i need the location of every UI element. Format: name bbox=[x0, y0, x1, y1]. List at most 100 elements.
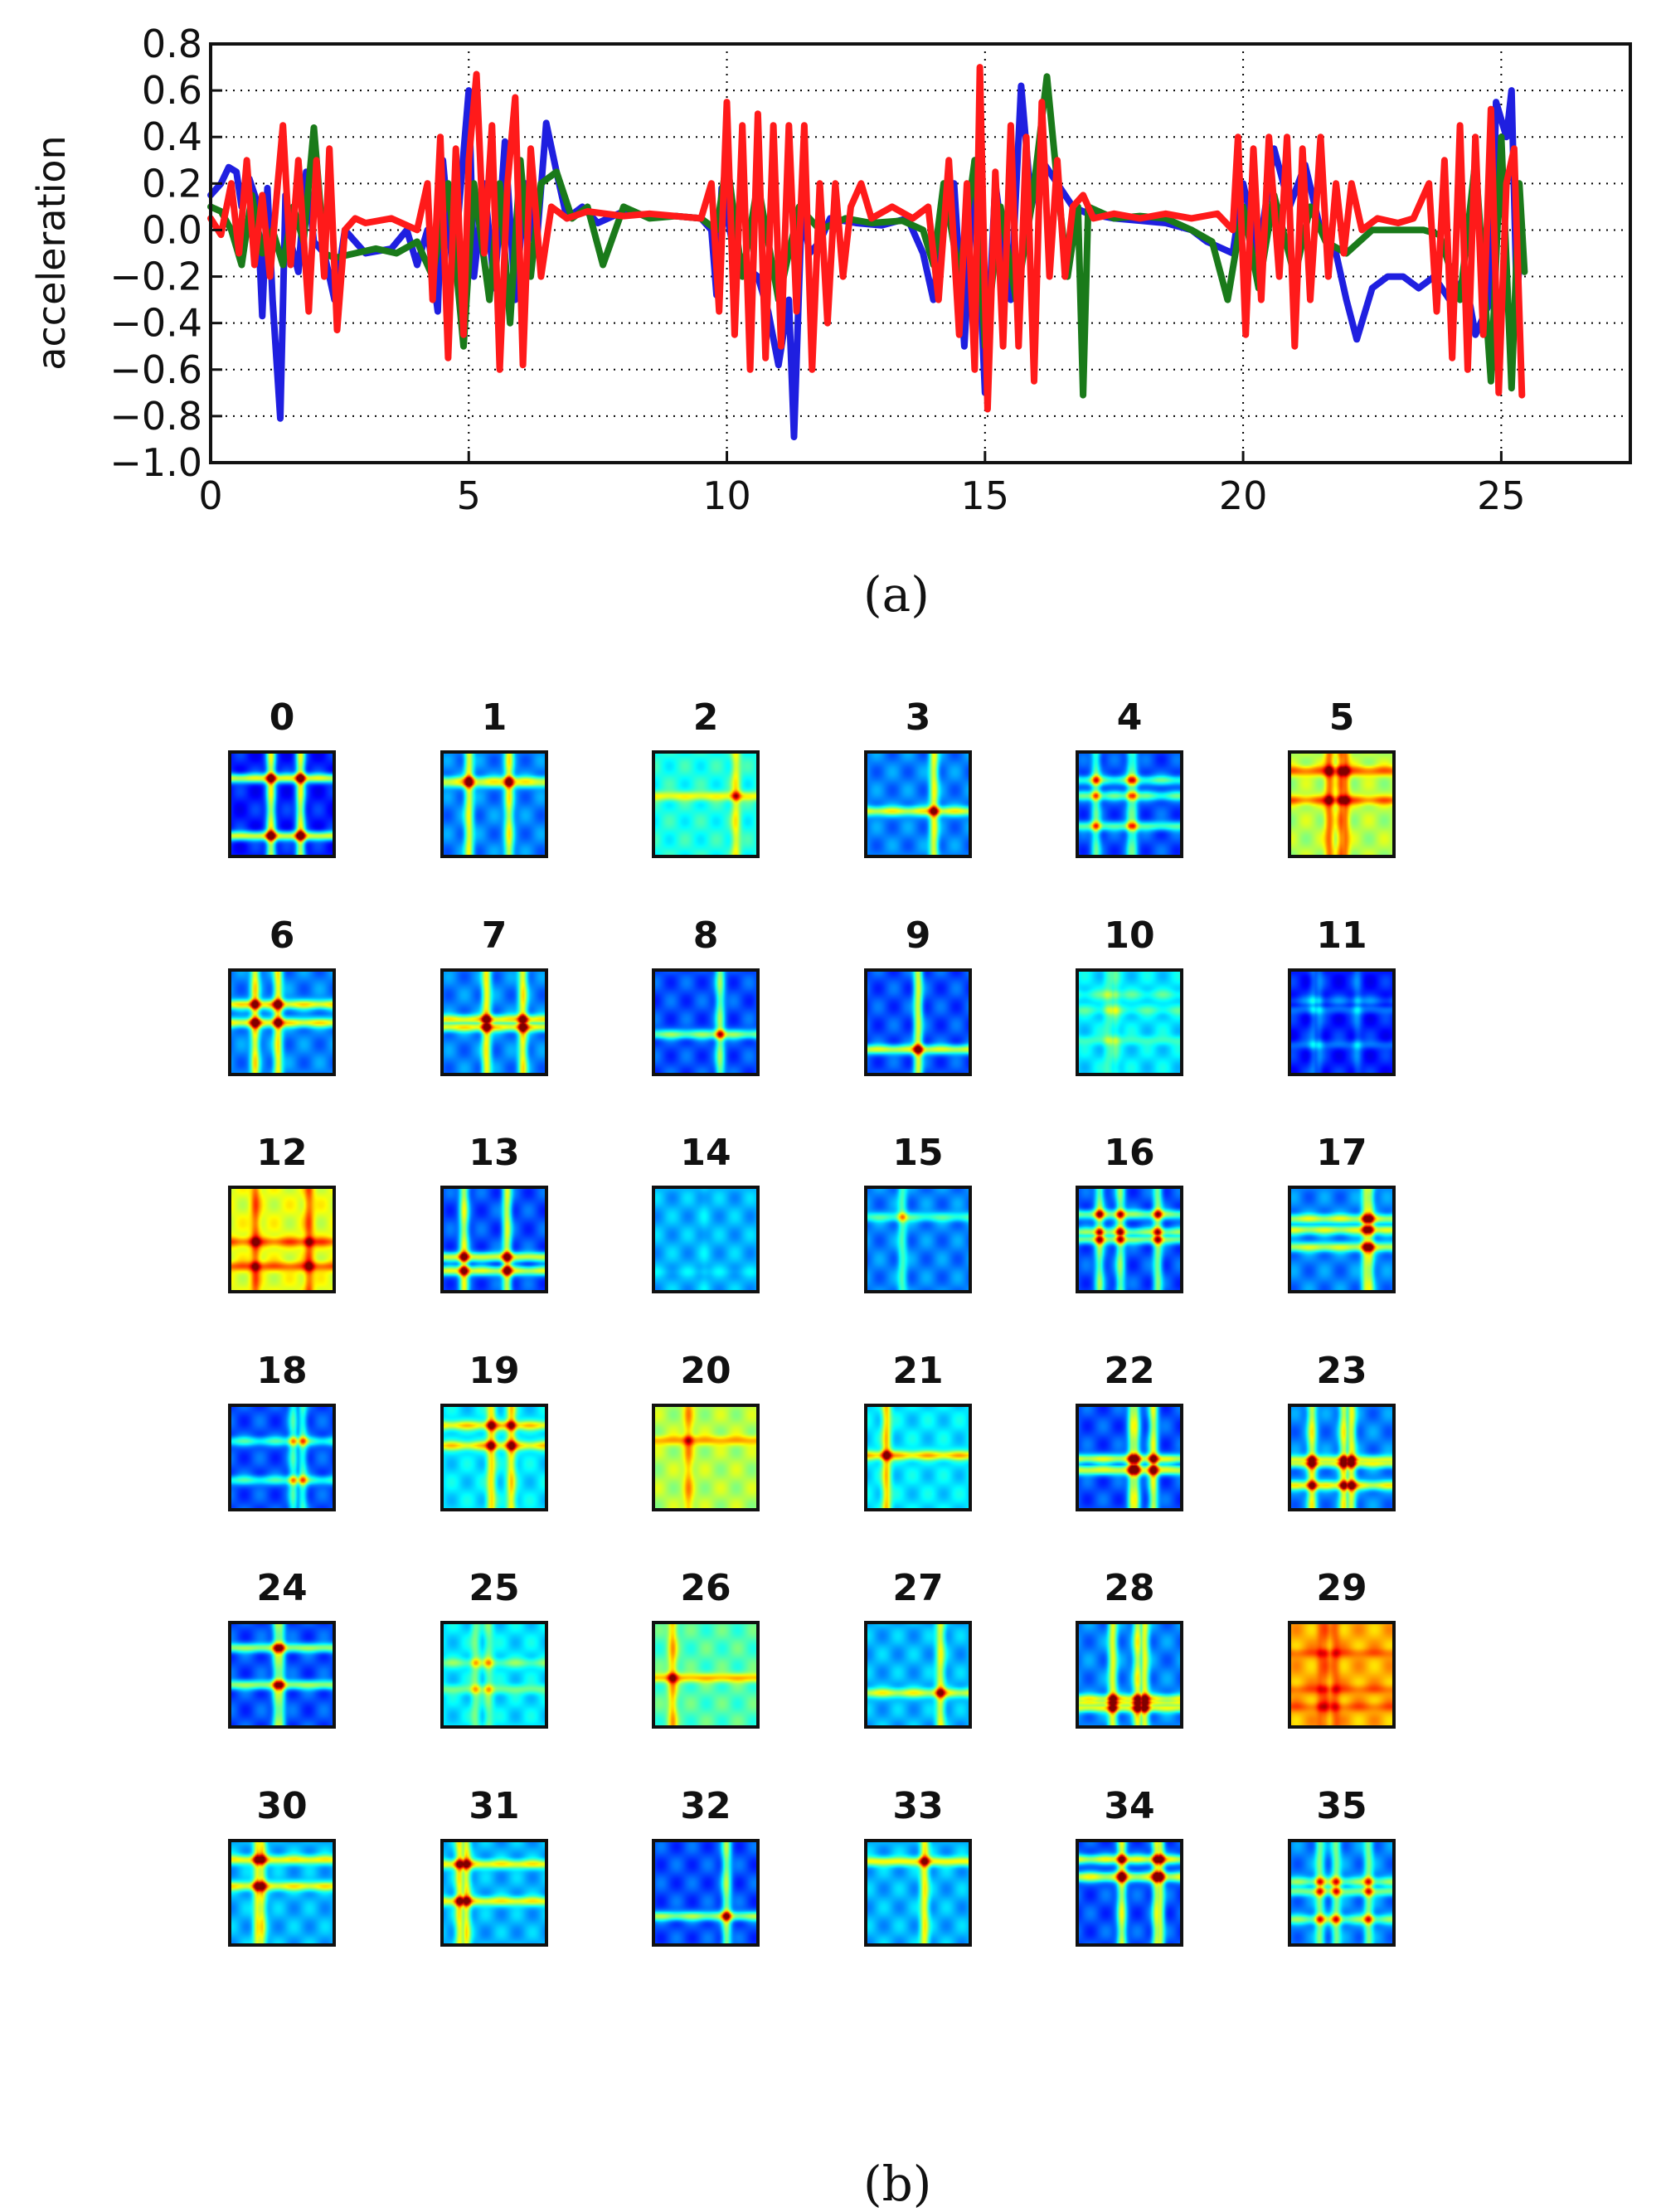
heatmap-image bbox=[440, 750, 548, 858]
heatmap-image bbox=[652, 1404, 760, 1511]
y-tick-label: 0.4 bbox=[142, 114, 202, 159]
heatmap-image bbox=[864, 1404, 972, 1511]
heatmap-cell: 10 bbox=[1034, 914, 1225, 1080]
heatmap-cell: 27 bbox=[823, 1567, 1013, 1733]
heatmap-cell: 17 bbox=[1246, 1132, 1437, 1298]
chart-frame bbox=[209, 42, 1632, 464]
heatmap-image bbox=[1076, 1186, 1183, 1293]
heatmap-image bbox=[440, 1621, 548, 1729]
heatmap-cell-label: 14 bbox=[680, 1132, 731, 1174]
panel-a-caption: (a) bbox=[863, 566, 930, 623]
heatmap-cell: 33 bbox=[823, 1785, 1013, 1951]
heatmap-cell: 26 bbox=[610, 1567, 801, 1733]
y-tick-label: −0.2 bbox=[109, 255, 202, 299]
heatmap-cell-label: 32 bbox=[680, 1785, 731, 1827]
x-tick-label: 10 bbox=[702, 473, 751, 518]
heatmap-cell: 21 bbox=[823, 1350, 1013, 1516]
y-tick-label: −0.8 bbox=[109, 394, 202, 439]
heatmap-cell: 13 bbox=[399, 1132, 590, 1298]
heatmap-cell-label: 18 bbox=[256, 1350, 308, 1392]
y-axis: −1.0−0.8−0.6−0.4−0.20.00.20.40.60.8 bbox=[109, 22, 222, 485]
heatmap-cell: 28 bbox=[1034, 1567, 1225, 1733]
heatmap-cell-label: 4 bbox=[1116, 696, 1143, 739]
x-axis: 0 5 10 15 20 25 bbox=[198, 451, 1526, 518]
heatmap-cell-label: 5 bbox=[1328, 696, 1355, 739]
heatmap-cell-label: 11 bbox=[1316, 914, 1367, 957]
heatmap-cell: 14 bbox=[610, 1132, 801, 1298]
y-tick-label: 0.2 bbox=[142, 161, 202, 206]
heatmap-image bbox=[652, 1839, 760, 1947]
heatmap-cell: 20 bbox=[610, 1350, 801, 1516]
heatmap-cell-label: 1 bbox=[481, 696, 508, 739]
heatmap-image bbox=[1288, 750, 1396, 858]
heatmap-cell-label: 3 bbox=[905, 696, 931, 739]
heatmap-cell-label: 6 bbox=[269, 914, 295, 957]
heatmap-cell: 31 bbox=[399, 1785, 590, 1951]
heatmap-cell-label: 26 bbox=[680, 1567, 731, 1609]
y-tick-label: 0.8 bbox=[142, 22, 202, 66]
heatmap-cell-label: 34 bbox=[1104, 1785, 1155, 1827]
heatmap-cell-label: 23 bbox=[1316, 1350, 1367, 1392]
heatmap-cell: 4 bbox=[1034, 696, 1225, 862]
heatmap-image bbox=[864, 1839, 972, 1947]
heatmap-image bbox=[228, 1839, 336, 1947]
heatmap-cell: 15 bbox=[823, 1132, 1013, 1298]
y-tick-label: −0.6 bbox=[109, 347, 202, 392]
heatmap-cell: 0 bbox=[187, 696, 377, 862]
x-tick-label: 20 bbox=[1219, 473, 1268, 518]
heatmap-image bbox=[864, 968, 972, 1076]
heatmap-image bbox=[228, 1404, 336, 1511]
heatmap-image bbox=[1076, 1839, 1183, 1947]
heatmap-image bbox=[1288, 1621, 1396, 1729]
heatmap-image bbox=[652, 1186, 760, 1293]
heatmap-cell-label: 8 bbox=[692, 914, 719, 957]
heatmap-image bbox=[1288, 1839, 1396, 1947]
heatmap-image bbox=[1076, 1404, 1183, 1511]
heatmap-cell: 1 bbox=[399, 696, 590, 862]
heatmap-cell: 30 bbox=[187, 1785, 377, 1951]
heatmap-cell-label: 25 bbox=[469, 1567, 520, 1609]
heatmap-image bbox=[228, 750, 336, 858]
heatmap-cell-label: 31 bbox=[469, 1785, 520, 1827]
heatmap-image bbox=[1076, 968, 1183, 1076]
heatmap-cell: 29 bbox=[1246, 1567, 1437, 1733]
heatmap-cell: 35 bbox=[1246, 1785, 1437, 1951]
heatmap-cell: 6 bbox=[187, 914, 377, 1080]
heatmap-image bbox=[228, 1621, 336, 1729]
heatmap-cell: 24 bbox=[187, 1567, 377, 1733]
series-line-red bbox=[207, 64, 1526, 413]
heatmap-image bbox=[440, 1839, 548, 1947]
heatmap-image bbox=[1288, 968, 1396, 1076]
heatmap-cell-label: 21 bbox=[892, 1350, 944, 1392]
heatmap-cell: 22 bbox=[1034, 1350, 1225, 1516]
heatmap-cell: 8 bbox=[610, 914, 801, 1080]
y-tick-label: −1.0 bbox=[109, 440, 202, 485]
heatmap-cell-label: 12 bbox=[256, 1132, 308, 1174]
heatmap-image bbox=[440, 1186, 548, 1293]
heatmap-image bbox=[440, 1404, 548, 1511]
heatmap-cell: 18 bbox=[187, 1350, 377, 1516]
heatmap-cell: 9 bbox=[823, 914, 1013, 1080]
heatmap-cell-label: 22 bbox=[1104, 1350, 1155, 1392]
heatmap-cell-label: 17 bbox=[1316, 1132, 1367, 1174]
heatmap-image bbox=[440, 968, 548, 1076]
heatmap-image bbox=[864, 750, 972, 858]
heatmap-cell: 5 bbox=[1246, 696, 1437, 862]
heatmap-cell-label: 30 bbox=[256, 1785, 308, 1827]
heatmap-cell-label: 28 bbox=[1104, 1567, 1155, 1609]
heatmap-cell-label: 29 bbox=[1316, 1567, 1367, 1609]
heatmap-image bbox=[864, 1621, 972, 1729]
heatmap-cell-label: 27 bbox=[892, 1567, 944, 1609]
heatmap-cell-label: 20 bbox=[680, 1350, 731, 1392]
heatmap-image bbox=[228, 1186, 336, 1293]
heatmap-cell: 2 bbox=[610, 696, 801, 862]
heatmap-cell-label: 16 bbox=[1104, 1132, 1155, 1174]
heatmap-cell-label: 9 bbox=[905, 914, 931, 957]
acceleration-line-chart: 0 5 10 15 20 25 −1.0−0.8−0.6−0.4−0.20.00.20.4… bbox=[29, 22, 1632, 518]
y-tick-label: 0.6 bbox=[142, 68, 202, 113]
heatmap-cell: 11 bbox=[1246, 914, 1437, 1080]
x-tick-label: 5 bbox=[457, 473, 481, 518]
heatmap-cell: 3 bbox=[823, 696, 1013, 862]
heatmap-image bbox=[652, 750, 760, 858]
heatmap-cell: 12 bbox=[187, 1132, 377, 1298]
